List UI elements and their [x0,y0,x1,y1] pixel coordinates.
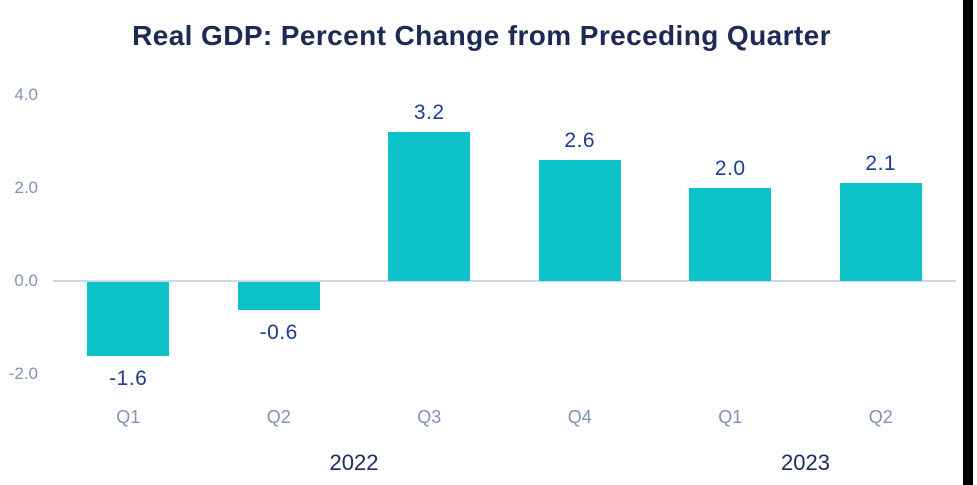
y-tick-label: 2.0 [14,178,38,197]
bar [87,282,170,357]
right-black-border [963,0,973,485]
value-label: -1.6 [109,367,148,391]
value-label: 2.0 [714,157,746,180]
year-group-label: 2023 [781,450,830,475]
zero-gridline [53,280,956,282]
x-tick-label: Q2 [266,407,291,427]
chart-title: Real GDP: Percent Change from Preceding … [132,20,831,51]
x-tick-label: Q4 [567,407,592,427]
bar [237,282,320,310]
value-label: 3.2 [413,101,445,125]
x-tick-label: Q1 [718,407,743,427]
bar [689,188,772,281]
value-label: 2.6 [564,129,596,153]
x-tick-label: Q2 [868,407,893,427]
value-label: -0.6 [259,320,298,344]
year-group-label: 2022 [329,450,379,475]
y-tick-label: 0.0 [14,271,38,290]
value-label: 2.1 [865,152,897,176]
bar [538,160,621,281]
x-tick-label: Q3 [417,407,442,427]
x-tick-label: Q1 [116,407,141,427]
bar [388,132,471,281]
y-tick-label: 4.0 [14,85,38,104]
y-tick-label: -2.0 [8,364,38,383]
bar [839,183,922,281]
